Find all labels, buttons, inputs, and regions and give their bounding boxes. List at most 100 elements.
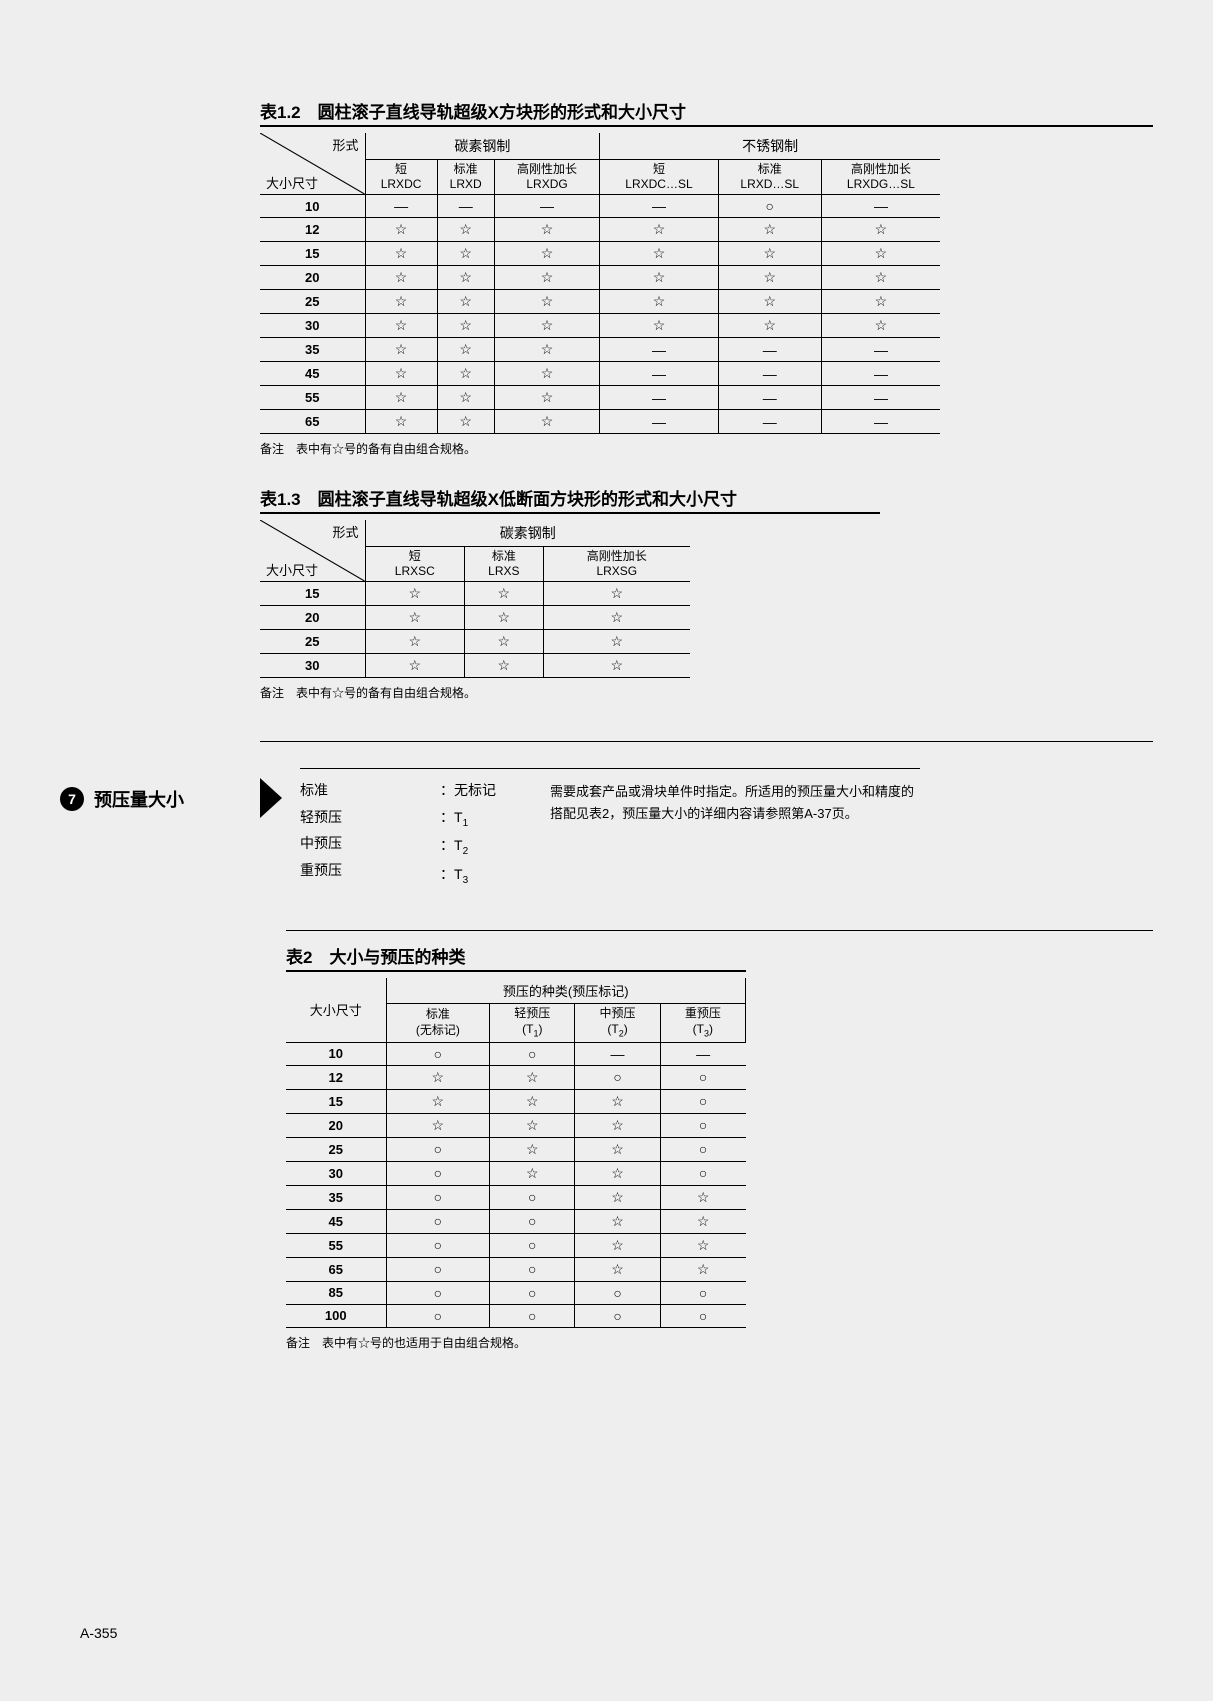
table-row: 20☆☆☆☆☆☆ bbox=[260, 266, 940, 290]
cell: ☆ bbox=[543, 654, 690, 678]
cell: — bbox=[718, 386, 821, 410]
row-size: 30 bbox=[260, 314, 365, 338]
section7-header: 7 预压量大小 bbox=[60, 786, 260, 812]
section7-desc: 需要成套产品或滑块单件时指定。所适用的预压量大小和精度的搭配见表2，预压量大小的… bbox=[550, 781, 920, 825]
cell: — bbox=[660, 1042, 745, 1065]
table-row: 55☆☆☆——— bbox=[260, 386, 940, 410]
table2-col-2: 中预压(T2) bbox=[575, 1003, 660, 1042]
cell: ☆ bbox=[365, 386, 437, 410]
spec-code: ：T2 bbox=[440, 832, 530, 861]
cell: ☆ bbox=[660, 1209, 745, 1233]
table-row: 20☆☆☆○ bbox=[286, 1113, 746, 1137]
cell: ○ bbox=[386, 1161, 490, 1185]
cell: ☆ bbox=[821, 242, 940, 266]
cell: ☆ bbox=[437, 314, 494, 338]
cell: ○ bbox=[386, 1042, 490, 1065]
cell: ○ bbox=[490, 1042, 575, 1065]
table13-block: 表1.3 圆柱滚子直线导轨超级X低断面方块形的形式和大小尺寸 形式 大小尺寸 碳… bbox=[260, 485, 1153, 701]
cell: ☆ bbox=[437, 242, 494, 266]
table-row: 100○○○○ bbox=[286, 1304, 746, 1327]
chevron-right-icon bbox=[260, 778, 282, 818]
cell: ☆ bbox=[575, 1209, 660, 1233]
cell: ☆ bbox=[821, 218, 940, 242]
table-row: 30☆☆☆☆☆☆ bbox=[260, 314, 940, 338]
table-row: 25○☆☆○ bbox=[286, 1137, 746, 1161]
table12: 形式 大小尺寸 碳素钢制 不锈钢制 短LRXDC标准LRXD高刚性加长LRXDG… bbox=[260, 133, 940, 434]
table13-col-1: 标准LRXS bbox=[465, 547, 544, 582]
cell: ○ bbox=[490, 1304, 575, 1327]
cell: — bbox=[821, 195, 940, 218]
cell: ☆ bbox=[575, 1089, 660, 1113]
table-row: 55○○☆☆ bbox=[286, 1233, 746, 1257]
spec-codes: ：无标记：T1：T2：T3 bbox=[440, 777, 530, 890]
cell: ☆ bbox=[575, 1185, 660, 1209]
cell: ☆ bbox=[437, 386, 494, 410]
table2-rowhead: 大小尺寸 bbox=[286, 978, 386, 1042]
table-row: 12☆☆○○ bbox=[286, 1065, 746, 1089]
row-size: 15 bbox=[260, 582, 365, 606]
cell: ○ bbox=[386, 1257, 490, 1281]
cell: ☆ bbox=[718, 314, 821, 338]
cell: ☆ bbox=[543, 630, 690, 654]
row-size: 25 bbox=[286, 1137, 386, 1161]
table-row: 15☆☆☆○ bbox=[286, 1089, 746, 1113]
cell: ☆ bbox=[437, 218, 494, 242]
row-size: 45 bbox=[286, 1209, 386, 1233]
spec-name: 轻预压 bbox=[300, 804, 440, 831]
cell: ☆ bbox=[494, 266, 600, 290]
cell: ☆ bbox=[365, 582, 465, 606]
cell: ☆ bbox=[386, 1065, 490, 1089]
cell: ☆ bbox=[365, 362, 437, 386]
spec-code: ：无标记 bbox=[440, 777, 530, 804]
cell: ○ bbox=[575, 1304, 660, 1327]
table12-title: 表1.2 圆柱滚子直线导轨超级X方块形的形式和大小尺寸 bbox=[260, 98, 1153, 127]
row-size: 30 bbox=[260, 654, 365, 678]
cell: ☆ bbox=[490, 1161, 575, 1185]
table12-diag-header: 形式 大小尺寸 bbox=[260, 133, 365, 195]
cell: ☆ bbox=[465, 630, 544, 654]
diag-top: 形式 bbox=[332, 522, 358, 541]
cell: ☆ bbox=[718, 266, 821, 290]
cell: ☆ bbox=[386, 1113, 490, 1137]
cell: — bbox=[575, 1042, 660, 1065]
cell: ☆ bbox=[494, 386, 600, 410]
cell: ☆ bbox=[543, 582, 690, 606]
cell: ☆ bbox=[494, 410, 600, 434]
cell: ☆ bbox=[465, 606, 544, 630]
cell: ☆ bbox=[660, 1257, 745, 1281]
cell: ○ bbox=[718, 195, 821, 218]
cell: ☆ bbox=[543, 606, 690, 630]
table-row: 35☆☆☆——— bbox=[260, 338, 940, 362]
table-row: 20☆☆☆ bbox=[260, 606, 690, 630]
cell: ☆ bbox=[365, 266, 437, 290]
page: 表1.2 圆柱滚子直线导轨超级X方块形的形式和大小尺寸 形式 大小尺寸 碳素钢制… bbox=[0, 0, 1213, 1701]
cell: ☆ bbox=[437, 362, 494, 386]
cell: ○ bbox=[660, 1304, 745, 1327]
cell: ☆ bbox=[365, 654, 465, 678]
cell: ☆ bbox=[660, 1233, 745, 1257]
cell: ☆ bbox=[494, 290, 600, 314]
cell: ☆ bbox=[365, 338, 437, 362]
table2-note: 备注 表中有☆号的也适用于自由组合规格。 bbox=[286, 1334, 1153, 1351]
table-row: 85○○○○ bbox=[286, 1281, 746, 1304]
table12-col-3: 短LRXDC…SL bbox=[600, 160, 718, 195]
row-size: 20 bbox=[260, 606, 365, 630]
cell: ☆ bbox=[718, 242, 821, 266]
cell: ☆ bbox=[494, 362, 600, 386]
cell: ○ bbox=[386, 1209, 490, 1233]
table12-col-0: 短LRXDC bbox=[365, 160, 437, 195]
cell: ☆ bbox=[490, 1065, 575, 1089]
cell: — bbox=[821, 386, 940, 410]
cell: ○ bbox=[575, 1281, 660, 1304]
cell: ☆ bbox=[600, 242, 718, 266]
section7: 7 预压量大小 标准轻预压中预压重预压 ：无标记：T1：T2：T3 需要成套产品… bbox=[60, 768, 1153, 890]
cell: ☆ bbox=[821, 266, 940, 290]
diag-bottom: 大小尺寸 bbox=[266, 560, 318, 579]
cell: — bbox=[718, 410, 821, 434]
table2: 大小尺寸 预压的种类(预压标记) 标准(无标记)轻预压(T1)中预压(T2)重预… bbox=[286, 978, 746, 1328]
cell: ○ bbox=[490, 1233, 575, 1257]
cell: — bbox=[600, 410, 718, 434]
cell: ☆ bbox=[365, 218, 437, 242]
table12-col-1: 标准LRXD bbox=[437, 160, 494, 195]
table-row: 30☆☆☆ bbox=[260, 654, 690, 678]
